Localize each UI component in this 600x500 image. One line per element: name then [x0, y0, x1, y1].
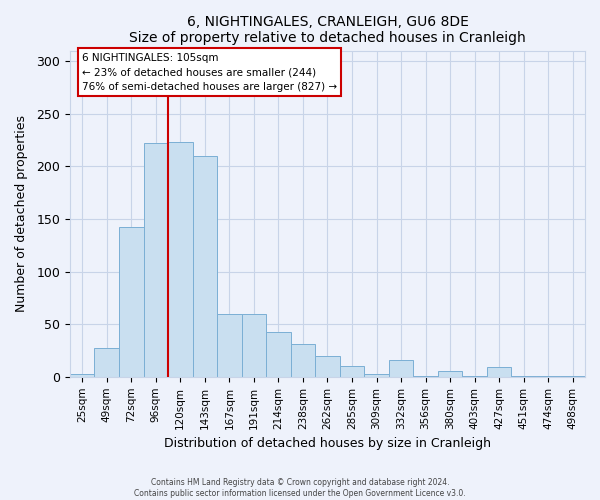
Text: Contains HM Land Registry data © Crown copyright and database right 2024.
Contai: Contains HM Land Registry data © Crown c… [134, 478, 466, 498]
Bar [193, 156, 217, 377]
Bar [119, 228, 143, 377]
Bar [315, 356, 340, 377]
Text: 6 NIGHTINGALES: 105sqm
← 23% of detached houses are smaller (244)
76% of semi-de: 6 NIGHTINGALES: 105sqm ← 23% of detached… [82, 52, 337, 92]
Bar [340, 366, 364, 377]
Bar [413, 376, 438, 377]
Y-axis label: Number of detached properties: Number of detached properties [15, 115, 28, 312]
Bar [389, 360, 413, 377]
Bar [487, 368, 511, 377]
Bar [168, 142, 193, 377]
Bar [536, 376, 560, 377]
Bar [463, 376, 487, 377]
Bar [364, 374, 389, 377]
Bar [143, 143, 168, 377]
Bar [290, 344, 315, 377]
Bar [438, 370, 463, 377]
Bar [511, 376, 536, 377]
Title: 6, NIGHTINGALES, CRANLEIGH, GU6 8DE
Size of property relative to detached houses: 6, NIGHTINGALES, CRANLEIGH, GU6 8DE Size… [129, 15, 526, 45]
Bar [70, 374, 94, 377]
Bar [94, 348, 119, 377]
Bar [242, 314, 266, 377]
X-axis label: Distribution of detached houses by size in Cranleigh: Distribution of detached houses by size … [164, 437, 491, 450]
Bar [560, 376, 585, 377]
Bar [217, 314, 242, 377]
Bar [266, 332, 290, 377]
